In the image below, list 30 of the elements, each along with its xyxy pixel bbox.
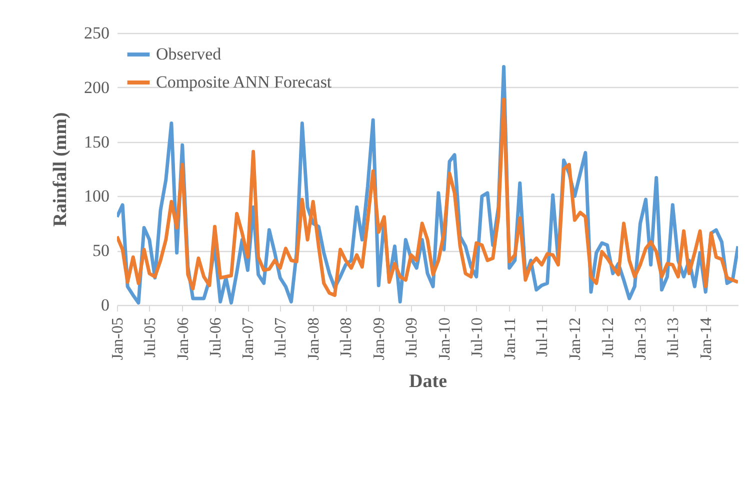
line-series (117, 98, 738, 297)
x-tick-label: Jul-05 (142, 318, 159, 358)
y-tick-label: 0 (101, 296, 110, 314)
y-axis-title: Rainfall (mm) (50, 112, 71, 227)
legend-label: Observed (156, 44, 222, 64)
x-tick-label: Jul-11 (534, 318, 552, 357)
legend-label: Composite ANN Forecast (156, 72, 332, 92)
x-tick-label: Jan-10 (436, 318, 454, 360)
x-axis-title: Date (409, 371, 447, 392)
y-tick-label: 50 (92, 241, 110, 260)
x-tick-label: Jul-07 (272, 318, 290, 358)
x-tick-label: Jul-10 (468, 318, 486, 358)
x-tick-label: Jan-12 (567, 318, 584, 360)
x-tick-label: Jul-06 (207, 318, 224, 358)
x-tick-label: Jan-13 (632, 318, 650, 360)
x-tick-label: Jan-11 (502, 318, 519, 360)
x-tick-label: Jan-14 (698, 318, 716, 360)
x-tick-label: Jan-09 (371, 318, 388, 360)
y-tick-label: 150 (84, 132, 110, 152)
x-tick-label: Jul-08 (338, 318, 356, 358)
x-tick-label: Jul-13 (665, 318, 682, 358)
x-tick-label: Jan-06 (174, 318, 192, 360)
x-tick-label: Jul-12 (600, 318, 617, 358)
y-tick-label: 100 (84, 186, 110, 206)
y-tick-label: 250 (84, 24, 110, 42)
x-tick-label: Jan-07 (240, 318, 258, 360)
x-tick-label: Jan-05 (110, 318, 126, 360)
x-tick-label: Jan-08 (306, 318, 323, 360)
y-tick-label: 200 (84, 78, 110, 97)
x-tick-label: Jul-09 (404, 318, 421, 358)
